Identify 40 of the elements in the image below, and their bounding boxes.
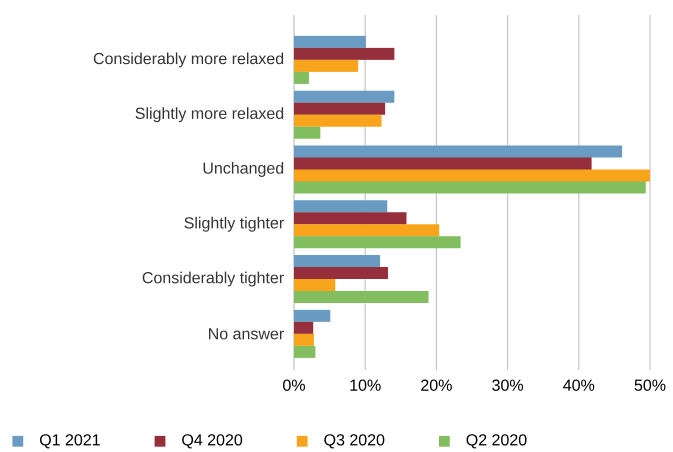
- legend-label: Q3 2020: [324, 434, 384, 448]
- bar: [294, 334, 314, 346]
- bar: [294, 72, 309, 84]
- bar: [294, 236, 461, 248]
- bar: [294, 291, 429, 304]
- y-tick-label: Slightly more relaxed: [136, 107, 284, 122]
- bar: [294, 279, 336, 292]
- legend-label: Q4 2020: [182, 434, 242, 448]
- bar: [294, 267, 388, 280]
- x-tick-label: 20%: [421, 380, 452, 391]
- bar: [294, 48, 394, 60]
- y-tick-label: Considerably more relaxed: [94, 52, 284, 68]
- bar: [294, 60, 358, 72]
- y-tick-label: Considerably tighter: [142, 272, 284, 287]
- legend-label: Q2 2020: [466, 434, 527, 448]
- bar: [294, 90, 394, 103]
- bar: [294, 255, 380, 268]
- y-tick-label: No answer: [209, 328, 284, 340]
- bar: [294, 36, 366, 48]
- y-tick-label: Slightly tighter: [184, 216, 284, 232]
- bar: [294, 126, 320, 139]
- bar: [294, 181, 646, 194]
- bar: [294, 200, 388, 212]
- bar: [294, 310, 330, 322]
- bar: [294, 322, 314, 334]
- bar: [294, 212, 406, 224]
- bar: [294, 224, 440, 236]
- x-tick-label: 0%: [283, 380, 305, 391]
- bar: [294, 114, 382, 127]
- bar: [294, 169, 650, 182]
- legend-label: Q1 2021: [40, 434, 100, 448]
- bar: [294, 145, 622, 158]
- x-tick-label: 40%: [563, 380, 594, 391]
- bar: [294, 102, 386, 115]
- bar: [294, 157, 592, 170]
- bar: [294, 346, 316, 358]
- y-tick-label: Unchanged: [204, 162, 284, 177]
- x-tick-label: 30%: [492, 380, 524, 391]
- x-tick-label: 10%: [350, 380, 381, 391]
- x-tick-label: 50%: [634, 380, 666, 391]
